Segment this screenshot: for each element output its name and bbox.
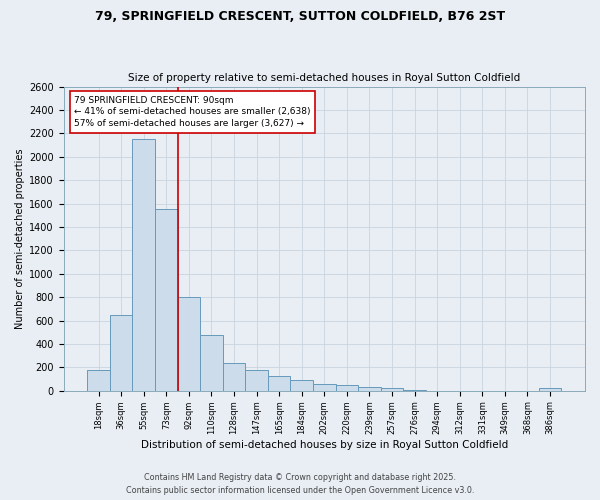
Bar — [178, 297, 200, 390]
Bar — [313, 384, 335, 390]
Bar — [358, 387, 381, 390]
Bar — [539, 388, 562, 390]
Text: 79, SPRINGFIELD CRESCENT, SUTTON COLDFIELD, B76 2ST: 79, SPRINGFIELD CRESCENT, SUTTON COLDFIE… — [95, 10, 505, 23]
Title: Size of property relative to semi-detached houses in Royal Sutton Coldfield: Size of property relative to semi-detach… — [128, 73, 520, 83]
Bar — [133, 139, 155, 390]
Bar — [381, 388, 403, 390]
Text: 79 SPRINGFIELD CRESCENT: 90sqm
← 41% of semi-detached houses are smaller (2,638): 79 SPRINGFIELD CRESCENT: 90sqm ← 41% of … — [74, 96, 311, 128]
Bar — [200, 335, 223, 390]
Bar — [268, 376, 290, 390]
Text: Contains HM Land Registry data © Crown copyright and database right 2025.
Contai: Contains HM Land Registry data © Crown c… — [126, 474, 474, 495]
Bar — [155, 210, 178, 390]
Bar — [110, 314, 133, 390]
Bar — [88, 370, 110, 390]
Bar — [335, 386, 358, 390]
Bar — [223, 362, 245, 390]
X-axis label: Distribution of semi-detached houses by size in Royal Sutton Coldfield: Distribution of semi-detached houses by … — [140, 440, 508, 450]
Bar — [290, 380, 313, 390]
Bar — [245, 370, 268, 390]
Y-axis label: Number of semi-detached properties: Number of semi-detached properties — [15, 148, 25, 329]
